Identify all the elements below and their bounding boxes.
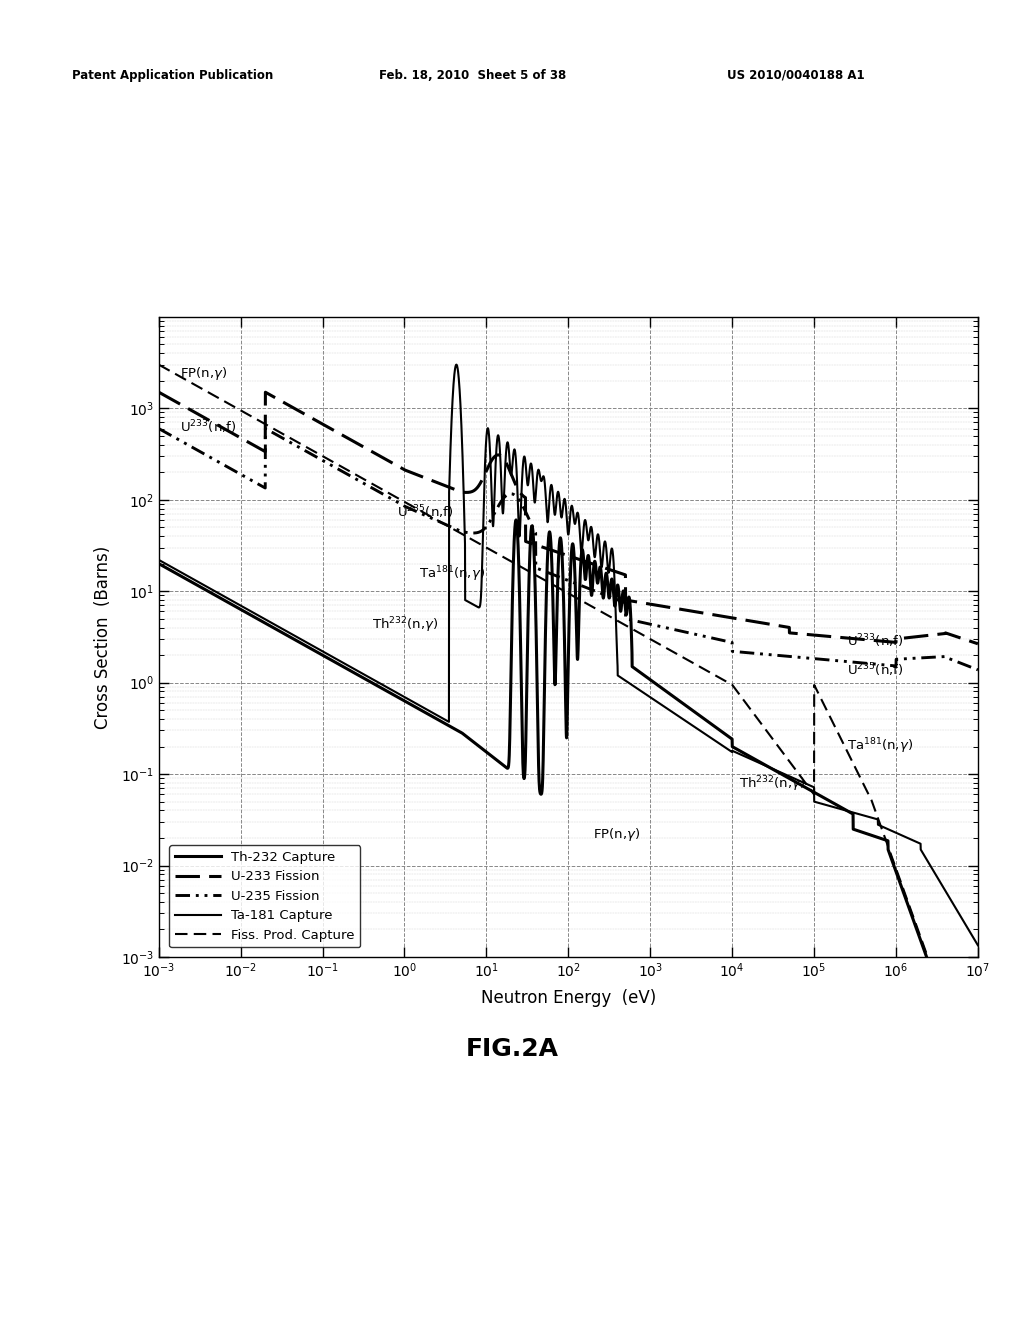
- Text: Th$^{232}$(n,$\gamma$): Th$^{232}$(n,$\gamma$): [738, 775, 805, 793]
- Text: US 2010/0040188 A1: US 2010/0040188 A1: [727, 69, 864, 82]
- X-axis label: Neutron Energy  (eV): Neutron Energy (eV): [480, 989, 656, 1007]
- Text: U$^{233}$(n,f): U$^{233}$(n,f): [179, 418, 236, 436]
- Text: U$^{235}$(n,f): U$^{235}$(n,f): [396, 503, 453, 520]
- Text: FIG.2A: FIG.2A: [466, 1038, 558, 1061]
- Text: U$^{235}$(n,f): U$^{235}$(n,f): [847, 661, 903, 678]
- Text: Th$^{232}$(n,$\gamma$): Th$^{232}$(n,$\gamma$): [372, 615, 438, 635]
- Y-axis label: Cross Section  (Barns): Cross Section (Barns): [94, 545, 113, 729]
- Text: Patent Application Publication: Patent Application Publication: [72, 69, 273, 82]
- Text: U$^{233}$(n,f): U$^{233}$(n,f): [847, 632, 903, 649]
- Text: FP(n,$\gamma$): FP(n,$\gamma$): [593, 826, 640, 843]
- Legend: Th-232 Capture, U-233 Fission, U-235 Fission, Ta-181 Capture, Fiss. Prod. Captur: Th-232 Capture, U-233 Fission, U-235 Fis…: [169, 845, 360, 948]
- Text: Ta$^{181}$(n,$\gamma$): Ta$^{181}$(n,$\gamma$): [847, 737, 912, 756]
- Text: Ta$^{181}$(n,$\gamma$): Ta$^{181}$(n,$\gamma$): [419, 564, 485, 583]
- Text: FP(n,$\gamma$): FP(n,$\gamma$): [179, 364, 227, 381]
- Text: Feb. 18, 2010  Sheet 5 of 38: Feb. 18, 2010 Sheet 5 of 38: [379, 69, 566, 82]
